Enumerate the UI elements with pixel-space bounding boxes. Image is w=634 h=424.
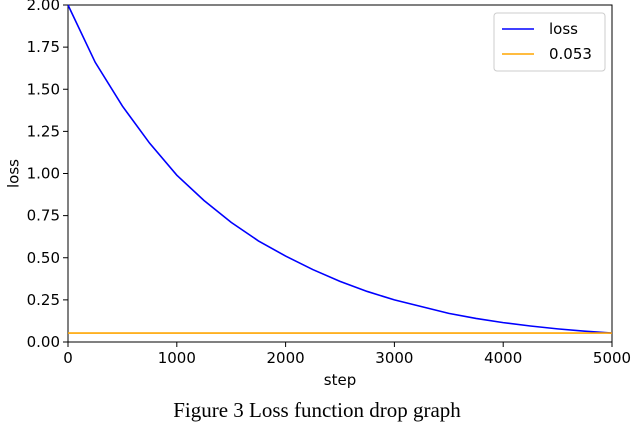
y-tick-label: 1.25 — [27, 122, 60, 140]
x-tick-label: 3000 — [375, 349, 413, 367]
series-line-0 — [67, 4, 613, 334]
x-axis-label: step — [324, 371, 356, 389]
x-tick-label: 5000 — [593, 349, 631, 367]
figure-caption: Figure 3 Loss function drop graph — [173, 398, 461, 422]
y-tick-label: 0.50 — [27, 249, 60, 267]
y-tick-label: 2.00 — [27, 0, 60, 14]
y-tick-label: 1.75 — [27, 38, 60, 56]
loss-chart: 0 1000 2000 3000 4000 5000 0.00 0.25 0.50 0.75 1.… — [5, 0, 632, 389]
legend-label: loss — [549, 20, 578, 38]
y-tick-label: 0.75 — [27, 207, 60, 225]
x-tick-label: 4000 — [484, 349, 522, 367]
x-tick-label: 1000 — [158, 349, 196, 367]
x-tick-label: 2000 — [267, 349, 305, 367]
x-tick-label: 0 — [63, 349, 73, 367]
legend-label: 0.053 — [549, 45, 592, 63]
x-axis-ticks: 0 1000 2000 3000 4000 5000 — [63, 342, 631, 367]
plot-lines — [67, 4, 613, 334]
y-axis-ticks: 0.00 0.25 0.50 0.75 1.00 1.25 1.50 1.75 2.00 — [27, 0, 68, 351]
y-tick-label: 0.25 — [27, 291, 60, 309]
y-tick-label: 0.00 — [27, 333, 60, 351]
y-tick-label: 1.50 — [27, 80, 60, 98]
y-tick-label: 1.00 — [27, 165, 60, 183]
y-axis-label: loss — [5, 159, 23, 188]
legend-box — [493, 12, 606, 72]
legend: loss 0.053 — [493, 12, 606, 72]
